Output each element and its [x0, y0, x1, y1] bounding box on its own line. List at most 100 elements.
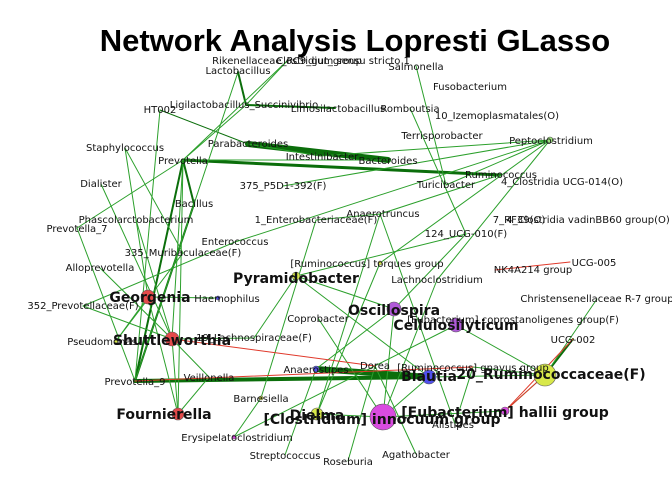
node-label-roseburia: Roseburia	[323, 457, 373, 468]
edge-pseudomonas-georgenia	[115, 296, 149, 342]
node-label-prevotella_7: Prevotella_7	[46, 224, 107, 235]
edge-alloprevotella-shuttleworthia	[99, 267, 173, 340]
edge-salmonella-turicibacter	[415, 65, 447, 186]
node-label-blautia: Blautia	[401, 369, 457, 385]
edge-prevotella_9-ruminococcus_gnavus	[134, 366, 474, 382]
node-label-oscillospira: Oscillospira	[348, 303, 440, 319]
edge-pyramidobacter-oscillospira	[295, 275, 395, 310]
node-label-nk4a214: NK4A214 group	[494, 265, 573, 276]
node-label-ht002: HT002	[144, 105, 177, 116]
node-label-fusobacterium: Fusobacterium	[433, 82, 507, 93]
edge-dorea-agathobacter	[374, 365, 417, 455]
edge-shuttleworthia-fournierella	[171, 338, 179, 415]
edge-barnesiella-erysipelato	[233, 397, 262, 438]
node-label-parabacteroides: Parabacteroides	[208, 139, 289, 150]
node-label-enterococcus: Enterococcus	[202, 237, 269, 248]
node-label-ligilacto: Ligilactobacillus_Succinivibrio	[170, 100, 318, 111]
node-label-barnesiella: Barnesiella	[233, 394, 288, 405]
node-label-salmonella: Salmonella	[388, 62, 443, 73]
node-label-romboutsia: Romboutsia	[380, 104, 439, 115]
edge-coprobacter-clostridium_innocuum	[317, 317, 384, 418]
node-label-lachnoclostridium: Lachnoclostridium	[391, 275, 483, 286]
edge-georgenia-fournierella	[147, 296, 179, 415]
edge-dialister-shuttleworthia	[100, 183, 173, 340]
node-cellulosilyticum	[448, 317, 464, 333]
edges-layer	[76, 59, 598, 462]
node-label-staphylococcus: Staphylococcus	[86, 143, 164, 154]
edge-shuttleworthia-dorea	[171, 338, 376, 367]
edge-pyramidobacter-blautia	[295, 275, 430, 378]
edge-ucg010-oscillospira	[393, 233, 467, 310]
edge-ligilacto-limosilacto	[245, 104, 336, 109]
node-oscillospira	[386, 301, 402, 317]
node-label-dialister: Dialister	[80, 179, 122, 190]
node-label-lactobacillus: Lactobacillus	[205, 66, 270, 77]
node-label-rikenellaceae: Rikenellaceae_RC9_gut_group	[212, 56, 362, 67]
edge-anaerotruncus-dielma	[316, 213, 381, 415]
edge-peptoclostridium-turicibacter	[445, 139, 551, 186]
edge-anaerotruncus-alistipes	[379, 213, 456, 425]
node-label-prevotella: Prevotella	[158, 156, 208, 167]
node-dielma	[310, 407, 324, 421]
node-label-ucg002: UCG-002	[551, 335, 596, 346]
node-label-limosilacto: Limosilactobacillus	[291, 104, 386, 115]
edge-parabacteroides-bacteroides	[245, 141, 391, 163]
node-label-bacteroides: Bacteroides	[358, 156, 417, 167]
node-ruminococcus_torques	[377, 260, 383, 266]
edge-nk4a214-ucg005	[494, 261, 571, 271]
edge-prevotella-prevotella_9	[134, 159, 184, 382]
node-peptoclostridium	[546, 136, 554, 144]
node-fournierella	[171, 407, 185, 421]
node-shuttleworthia	[164, 331, 180, 347]
node-label-izemoplasmatales: 10_Izemoplasmatales(O)	[435, 111, 559, 122]
node-label-clostridia_ucg014: 4_Clostridia UCG-014(O)	[501, 177, 623, 188]
node-label-ruminococcus_gnavus: [Ruminococcus] gnavus group	[397, 363, 548, 374]
node-label-pyramidobacter: Pyramidobacter	[233, 271, 359, 287]
edge-prevotellaceae-enterococcus	[82, 241, 236, 307]
node-label-peptoclostridium: Peptoclostridium	[509, 136, 593, 147]
edge-prevotella_7-prevotella_9	[76, 227, 136, 382]
node-label-alloprevotella: Alloprevotella	[66, 263, 135, 274]
node-erysipelato	[231, 434, 237, 440]
node-label-rf39: 7_RF39(O)	[493, 215, 546, 226]
node-label-ucg010: 124_UCG-010(F)	[425, 229, 507, 240]
edge-staphylococcus-muribaculaceae	[124, 147, 184, 254]
node-haemophilus	[215, 295, 221, 301]
edge-ligilacto-prevotella	[182, 104, 247, 161]
node-label-eubacterium_hallii: [Eubacterium] hallii group	[401, 405, 608, 421]
edge-peptoclostridium-ruminococcus_torques	[379, 139, 551, 264]
node-label-clostridium_innocuum: [Clostridium] innocuum group	[263, 412, 500, 428]
node-label-prevotellaceae: 352_Prevotellaceae(F)	[27, 301, 138, 312]
node-label-christensenellaceae: Christensenellaceae R-7 group	[520, 294, 672, 305]
edge-ruminococcus_torques-dielma	[316, 262, 381, 415]
node-label-ucg005: UCG-005	[572, 258, 617, 269]
edge-prevotella-ruminococcus	[181, 158, 502, 177]
edge-oscillospira-anaerostipes	[315, 308, 395, 370]
edge-pyramidobacter-lachnospiraceae	[253, 275, 297, 339]
node-ruminococcaceae	[533, 363, 557, 387]
node-blautia	[421, 369, 437, 385]
node-label-shuttleworthia: Shuttleworthia	[113, 333, 231, 349]
edge-cellulosilyticum-erysipelato	[233, 324, 457, 438]
edge-blautia-ruminococcaceae	[428, 374, 546, 378]
node-barnesiella	[258, 395, 264, 401]
node-anaerostipes	[312, 365, 320, 373]
edge-shuttleworthia-veillonella	[171, 338, 210, 378]
node-label-turicibacter: Turicibacter	[416, 180, 476, 191]
edge-clostridium_innocuum-eubacterium_hallii	[382, 410, 506, 418]
node-label-ruminococcus_torques: [Ruminococcus] torques group	[290, 259, 443, 270]
node-label-streptococcus: Streptococcus	[250, 451, 321, 462]
edge-lachnoclostridium-clostridium_innocuum	[382, 279, 438, 418]
edge-ht002-parabacteroides	[159, 109, 249, 145]
edge-rikenellaceae-prevotella	[182, 59, 289, 161]
edge-shuttleworthia-prevotella	[171, 159, 184, 340]
edge-ruminococcus-anaerotruncus	[379, 174, 501, 215]
node-label-dielma: Dielma	[290, 408, 345, 424]
node-label-clostridia_vadin: 4_Clostridia vadinBB60 group(O)	[506, 215, 670, 226]
edge-enterobacteriaceae-barnesiella	[260, 219, 317, 399]
edge-cellulosilyticum-ruminococcaceae	[455, 324, 546, 376]
node-clostridium_innocuum	[369, 403, 397, 431]
node-label-agathobacter: Agathobacter	[382, 450, 451, 461]
node-label-eubacterium_copro: [Eubacterium] coprostanoligenes group(F)	[407, 315, 619, 326]
node-label-ruminococcus: Ruminococcus	[465, 170, 537, 181]
